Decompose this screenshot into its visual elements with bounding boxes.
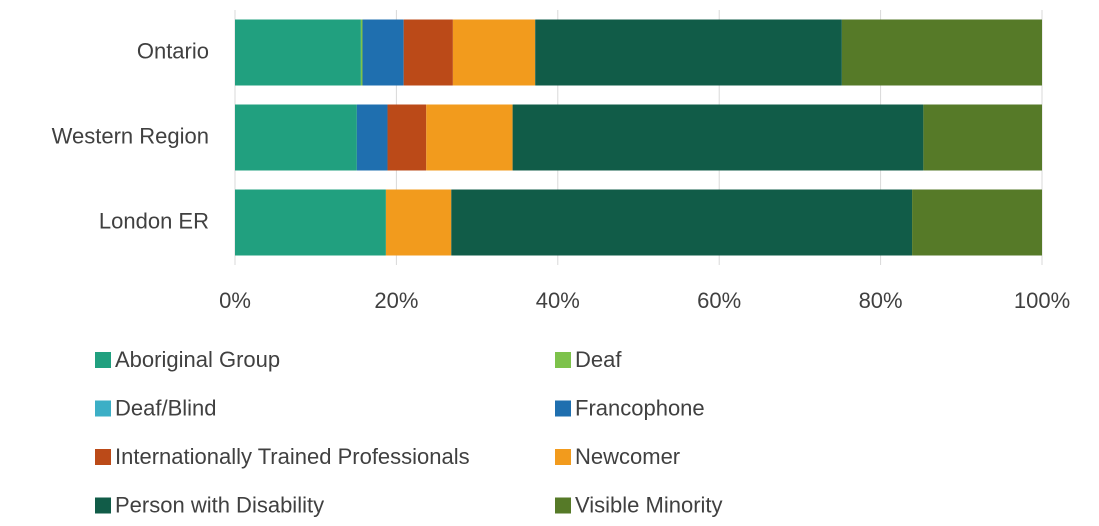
bar-segment xyxy=(362,19,404,86)
x-tick-label: 20% xyxy=(374,288,418,313)
legend-label: Person with Disability xyxy=(115,492,324,517)
bar-segment xyxy=(426,104,513,171)
bar-segment xyxy=(235,104,357,171)
bar-segment xyxy=(385,189,452,256)
bar-segment xyxy=(841,19,1042,86)
legend-swatch xyxy=(95,497,111,514)
bar-segment xyxy=(923,104,1042,171)
legend-swatch xyxy=(95,352,111,368)
y-tick-label: London ER xyxy=(99,208,209,233)
bar-segment xyxy=(235,189,386,256)
bar-segment xyxy=(512,104,924,171)
x-tick-label: 100% xyxy=(1014,288,1070,313)
bar-segment xyxy=(235,19,361,86)
legend-label: Deaf/Blind xyxy=(115,395,217,420)
legend-label: Newcomer xyxy=(575,444,680,469)
legend-swatch xyxy=(555,497,571,514)
legend-label: Francophone xyxy=(575,395,705,420)
bar-segment xyxy=(452,19,536,86)
legend-label: Deaf xyxy=(575,347,622,372)
legend-swatch xyxy=(95,449,111,465)
legend-swatch xyxy=(555,400,571,417)
bar-segment xyxy=(403,19,453,86)
legend-swatch xyxy=(555,449,571,465)
x-tick-label: 80% xyxy=(859,288,903,313)
bar-segment xyxy=(360,19,363,86)
legend-label: Internationally Trained Professionals xyxy=(115,444,470,469)
x-tick-label: 0% xyxy=(219,288,251,313)
legend-swatch xyxy=(95,400,111,417)
bar-segment xyxy=(356,104,388,171)
y-tick-label: Ontario xyxy=(137,38,209,63)
legend-label: Aboriginal Group xyxy=(115,347,280,372)
legend-swatch xyxy=(555,352,571,368)
y-tick-label: Western Region xyxy=(52,123,209,148)
x-tick-label: 60% xyxy=(697,288,741,313)
bar-segment xyxy=(912,189,1042,256)
legend-label: Visible Minority xyxy=(575,492,723,517)
bar-segment xyxy=(387,104,427,171)
x-tick-label: 40% xyxy=(536,288,580,313)
bar-segment xyxy=(535,19,842,86)
bar-segment xyxy=(451,189,913,256)
